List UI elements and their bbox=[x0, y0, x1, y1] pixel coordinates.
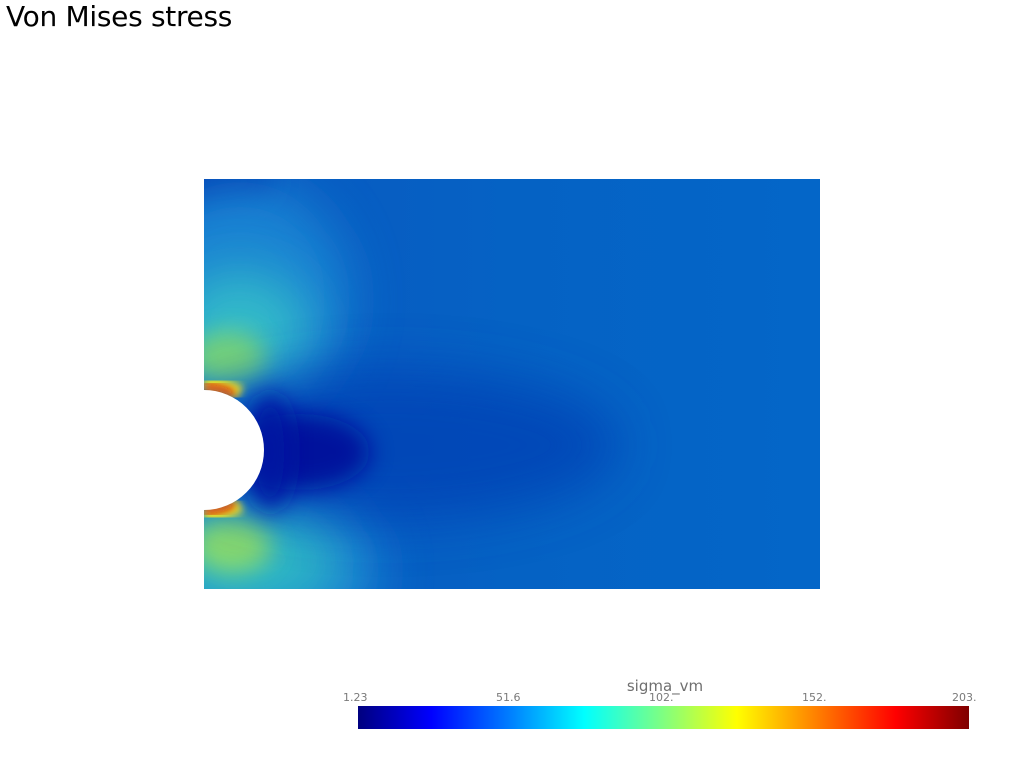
colorbar-tick-label: 152. bbox=[802, 691, 827, 704]
plate-domain bbox=[204, 179, 820, 589]
colorbar-tick-label: 1.23 bbox=[343, 691, 368, 704]
colorbar-tick-label: 102. bbox=[649, 691, 674, 704]
concentration-bottom-red bbox=[204, 501, 236, 514]
concentration-top-red bbox=[204, 384, 236, 397]
plot-title: Von Mises stress bbox=[6, 0, 233, 33]
colorbar-tick-label: 203. bbox=[952, 691, 977, 704]
upper-lobe-inner bbox=[204, 332, 266, 384]
colorbar-tick-label: 51.6 bbox=[496, 691, 521, 704]
hole bbox=[204, 390, 264, 510]
colorbar-title: sigma_vm bbox=[626, 677, 704, 695]
low-stress-hole-edge bbox=[248, 392, 292, 512]
lower-lobe-inner bbox=[204, 517, 272, 573]
colorbar bbox=[358, 706, 969, 729]
